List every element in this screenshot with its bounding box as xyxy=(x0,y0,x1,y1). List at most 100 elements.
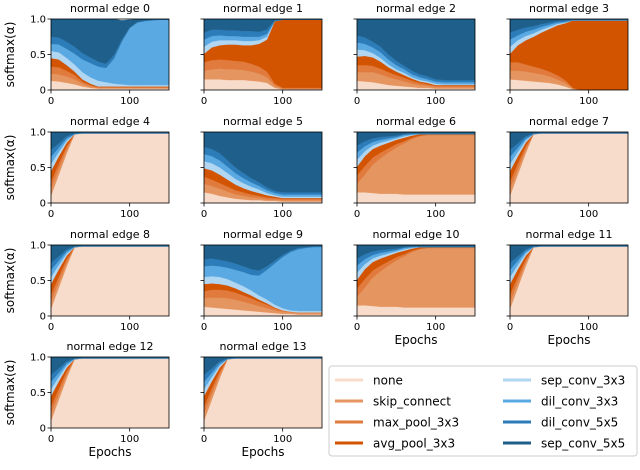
subplot-title: normal edge 4 xyxy=(70,115,150,128)
legend-label: skip_connect xyxy=(373,395,451,409)
y-axis-label: softmax(α) xyxy=(3,22,17,88)
subplot-title: normal edge 11 xyxy=(525,228,612,241)
x-tick-label: 100 xyxy=(120,322,139,333)
y-axis-label: softmax(α) xyxy=(3,135,17,201)
x-tick-label: 100 xyxy=(426,209,445,220)
legend-label: sep_conv_5x5 xyxy=(541,437,625,451)
legend-label: avg_pool_3x3 xyxy=(373,437,455,451)
subplot-7: normal edge 7 0 100 xyxy=(506,115,629,220)
y-tick-label: 0.5 xyxy=(30,163,46,174)
stacked-areas xyxy=(204,245,322,316)
x-tick-label: 0 xyxy=(507,96,513,107)
area-sep-conv-5x5 xyxy=(357,245,475,259)
x-tick-label: 100 xyxy=(120,96,139,107)
x-tick-label: 100 xyxy=(120,209,139,220)
subplot-3: normal edge 3 0 100 xyxy=(506,2,629,107)
x-axis-label: Epochs xyxy=(242,445,285,459)
x-tick-label: 0 xyxy=(354,209,360,220)
x-tick-label: 100 xyxy=(426,96,445,107)
x-tick-label: 100 xyxy=(579,322,598,333)
x-tick-label: 0 xyxy=(507,322,513,333)
subplot-title: normal edge 9 xyxy=(223,228,303,241)
subplot-title: normal edge 1 xyxy=(223,2,303,15)
legend-label: sep_conv_3x3 xyxy=(541,374,625,388)
legend-label: dil_conv_5x5 xyxy=(541,416,618,430)
stacked-areas xyxy=(510,19,628,90)
stacked-areas xyxy=(357,245,475,316)
x-tick-label: 100 xyxy=(273,322,292,333)
subplot-title: normal edge 5 xyxy=(223,115,303,128)
stacked-areas xyxy=(51,357,169,428)
x-tick-label: 0 xyxy=(201,96,207,107)
stacked-areas xyxy=(510,245,628,316)
x-tick-label: 0 xyxy=(48,434,54,445)
area-sep-conv-5x5 xyxy=(204,132,322,193)
x-axis-label: Epochs xyxy=(548,333,591,347)
area-sep-conv-5x5 xyxy=(204,357,322,375)
subplot-2: normal edge 2 0 100 xyxy=(353,2,476,107)
y-tick-label: 0 xyxy=(40,312,46,323)
subplot-title: normal edge 8 xyxy=(70,228,150,241)
x-tick-label: 0 xyxy=(201,209,207,220)
x-axis-label: Epochs xyxy=(89,445,132,459)
subplot-5: normal edge 5 0 100 xyxy=(200,115,323,220)
legend-label: none xyxy=(373,374,403,388)
y-tick-label: 1.0 xyxy=(30,15,46,26)
subplot-title: normal edge 6 xyxy=(376,115,456,128)
area-sep-conv-5x5 xyxy=(357,132,475,146)
area-sep-conv-5x5 xyxy=(357,19,475,81)
x-tick-label: 100 xyxy=(273,434,292,445)
area-sep-conv-5x5 xyxy=(51,245,169,263)
stacked-areas xyxy=(204,19,322,90)
y-tick-label: 0.5 xyxy=(30,276,46,287)
y-tick-label: 1.0 xyxy=(30,128,46,139)
stacked-areas xyxy=(204,357,322,428)
x-tick-label: 0 xyxy=(354,96,360,107)
x-tick-label: 0 xyxy=(201,322,207,333)
stacked-areas xyxy=(204,132,322,203)
y-tick-label: 1.0 xyxy=(30,353,46,364)
area-sep-conv-5x5 xyxy=(51,19,169,64)
area-sep-conv-5x5 xyxy=(51,132,169,150)
stacked-areas xyxy=(51,132,169,203)
legend-frame xyxy=(328,365,638,457)
x-tick-label: 0 xyxy=(354,322,360,333)
x-tick-label: 100 xyxy=(120,434,139,445)
legend-label: max_pool_3x3 xyxy=(373,416,459,430)
y-tick-label: 1.0 xyxy=(30,241,46,252)
area-sep-conv-5x5 xyxy=(510,245,628,263)
area-sep-conv-5x5 xyxy=(510,19,628,33)
subplot-9: normal edge 9 0 100 xyxy=(200,228,323,333)
subplot-6: normal edge 6 0 100 xyxy=(353,115,476,220)
subplot-title: normal edge 3 xyxy=(529,2,609,15)
x-tick-label: 0 xyxy=(48,322,54,333)
x-tick-label: 100 xyxy=(426,322,445,333)
x-tick-label: 100 xyxy=(579,209,598,220)
x-tick-label: 0 xyxy=(48,96,54,107)
stacked-areas xyxy=(357,19,475,90)
area-sep-conv-5x5 xyxy=(510,132,628,150)
area-sep-conv-5x5 xyxy=(51,357,169,375)
x-tick-label: 0 xyxy=(48,209,54,220)
subplot-title: normal edge 2 xyxy=(376,2,456,15)
area-sep-conv-5x5 xyxy=(204,245,322,271)
y-tick-label: 0 xyxy=(40,424,46,435)
legend: none skip_connect max_pool_3x3 avg_pool_3x3… xyxy=(328,365,638,457)
x-tick-label: 100 xyxy=(273,209,292,220)
stacked-areas xyxy=(357,132,475,203)
x-tick-label: 0 xyxy=(201,434,207,445)
y-tick-label: 0.5 xyxy=(30,50,46,61)
stacked-areas xyxy=(51,19,169,90)
subplot-12: normal edge 12 0 100 0 0.5 1.0 softmax(α) Epoch… xyxy=(3,340,170,459)
stacked-areas xyxy=(510,132,628,203)
subplot-1: normal edge 1 0 100 xyxy=(200,2,323,107)
subplot-0: normal edge 0 0 100 0 0.5 1.0 softmax(α) xyxy=(3,2,170,107)
y-tick-label: 0 xyxy=(40,86,46,97)
stacked-areas xyxy=(51,245,169,316)
y-axis-label: softmax(α) xyxy=(3,248,17,314)
subplot-title: normal edge 0 xyxy=(70,2,150,15)
subplot-8: normal edge 8 0 100 0 0.5 1.0 softmax(α) xyxy=(3,228,170,333)
